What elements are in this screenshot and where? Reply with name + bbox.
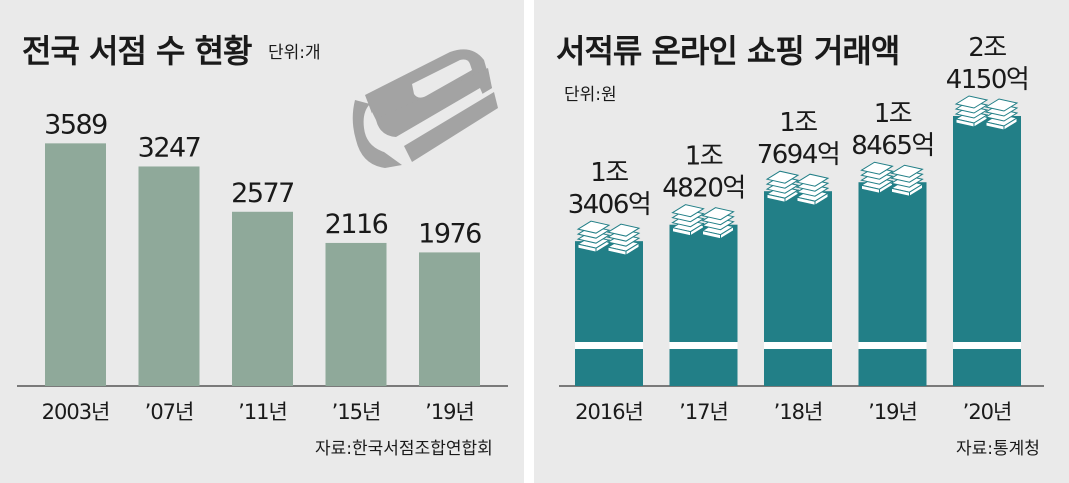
bookstore-count-panel: 전국 서점 수 현황 단위:개 3589 2003년 3247 ’07년 2577 ’11…	[0, 0, 524, 483]
right-value-label-bottom: 8465억	[851, 131, 934, 161]
right-bar	[764, 191, 832, 386]
right-source: 자료:통계청	[956, 439, 1040, 459]
money-stack-icon-side	[784, 189, 799, 204]
right-category-label: ’19년	[868, 400, 917, 424]
online-book-sales-panel: 서적류 온라인 쇼핑 거래액 단위:원 1조 3406억 2016년 1조 4820억’…	[534, 0, 1069, 483]
money-stack-icon-sheet	[701, 207, 735, 221]
money-stack-icon-side	[1003, 117, 1018, 131]
left-value-label: 2577	[231, 178, 294, 209]
left-bar	[138, 166, 200, 386]
money-stack-icon-side	[973, 114, 988, 128]
left-category-label: ’15년	[332, 400, 381, 424]
left-source: 자료:한국서점조합연합회	[315, 439, 493, 459]
money-stack-icon-side	[909, 183, 923, 198]
money-stack-icon-sheet	[576, 220, 611, 234]
right-value-label-top: 1조	[590, 158, 628, 188]
left-value-label: 3247	[138, 132, 201, 163]
right-chart-title: 서적류 온라인 쇼핑 거래액	[556, 32, 900, 70]
money-stack-icon	[606, 223, 641, 257]
axis-break-gap	[858, 342, 927, 349]
left-category-label: 2003년	[42, 400, 110, 424]
money-stack-icon-sheet	[984, 98, 1019, 112]
axis-break-gap	[953, 342, 1021, 349]
right-value-label-bottom: 4150억	[946, 65, 1029, 95]
left-value-label: 1976	[418, 218, 481, 249]
money-stack-icon	[576, 220, 611, 254]
money-stack-icon-sheet	[765, 170, 800, 184]
right-category-label: ’17년	[679, 400, 728, 424]
right-category-label: ’18년	[774, 400, 823, 424]
money-stack-icon	[671, 204, 705, 237]
right-value-label-top: 2조	[968, 33, 1006, 63]
right-value-label-bottom: 4820억	[662, 174, 745, 204]
left-bar	[419, 252, 480, 386]
left-category-label: ’19년	[425, 400, 474, 424]
axis-break-gap	[669, 342, 738, 349]
right-value-label-bottom: 7694억	[757, 140, 840, 170]
right-category-label: ’20년	[963, 400, 1012, 424]
money-stack-icon-sheet	[671, 204, 705, 218]
left-bar	[325, 242, 387, 386]
money-stack-icon	[954, 95, 989, 128]
right-value-label-top: 1조	[874, 99, 912, 129]
left-category-label: ’07년	[145, 400, 194, 424]
money-stack-icon-side	[814, 192, 829, 207]
money-stack-icon-sheet	[795, 173, 830, 187]
money-stack-icon-side	[879, 180, 893, 195]
money-stack-icon-sheet	[606, 223, 641, 237]
left-bar	[45, 143, 106, 386]
axis-break-gap	[575, 342, 643, 349]
right-category-label: 2016년	[575, 400, 643, 424]
money-stack-icon-sheet	[954, 95, 989, 109]
right-bar	[575, 241, 643, 386]
money-stack-icon	[795, 173, 830, 207]
money-stack-icon	[701, 207, 735, 240]
left-unit-label: 단위:개	[268, 43, 321, 63]
money-stack-icon	[860, 161, 894, 195]
right-bar	[858, 182, 927, 386]
left-category-label: ’11년	[238, 400, 287, 424]
right-unit-label: 단위:원	[564, 85, 617, 105]
left-bar	[232, 211, 293, 386]
right-value-label-bottom: 3406억	[568, 190, 651, 220]
book-icon	[352, 49, 498, 168]
axis-break-gap	[764, 342, 832, 349]
left-chart-title: 전국 서점 수 현황	[22, 32, 253, 70]
right-value-label-top: 1조	[685, 142, 723, 172]
left-value-label: 2116	[325, 209, 388, 240]
right-bar	[669, 224, 738, 386]
money-stack-icon	[765, 170, 800, 204]
money-stack-icon-sheet	[890, 164, 924, 178]
money-stack-icon-side	[690, 222, 704, 237]
money-stack-icon-side	[625, 242, 640, 257]
left-value-label: 3589	[44, 109, 107, 140]
money-stack-icon	[890, 164, 924, 198]
money-stack-icon-side	[595, 239, 610, 254]
left-chart-svg: 3589 2003년 3247 ’07년 2577 ’11년 2116 ’15년 1976 ’19…	[17, 49, 508, 424]
money-stack-icon	[984, 98, 1019, 131]
money-stack-icon-sheet	[860, 161, 894, 175]
money-stack-icon-side	[720, 225, 734, 240]
right-bar	[953, 116, 1021, 386]
right-value-label-top: 1조	[779, 108, 817, 138]
right-chart-svg: 1조3406억2016년1조4820억’17년1조7694억’18년1조8465…	[559, 33, 1044, 424]
